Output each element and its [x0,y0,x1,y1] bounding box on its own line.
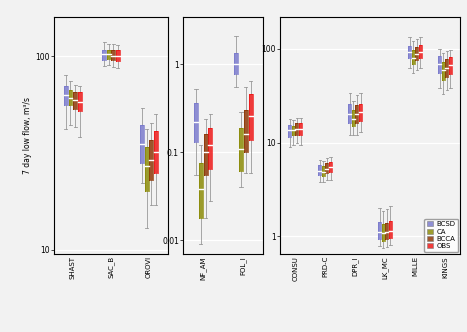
Legend: BCSD, CA, BCCA, OBS: BCSD, CA, BCCA, OBS [425,218,458,252]
Y-axis label: 7 day low flow, m³/s: 7 day low flow, m³/s [23,97,32,174]
